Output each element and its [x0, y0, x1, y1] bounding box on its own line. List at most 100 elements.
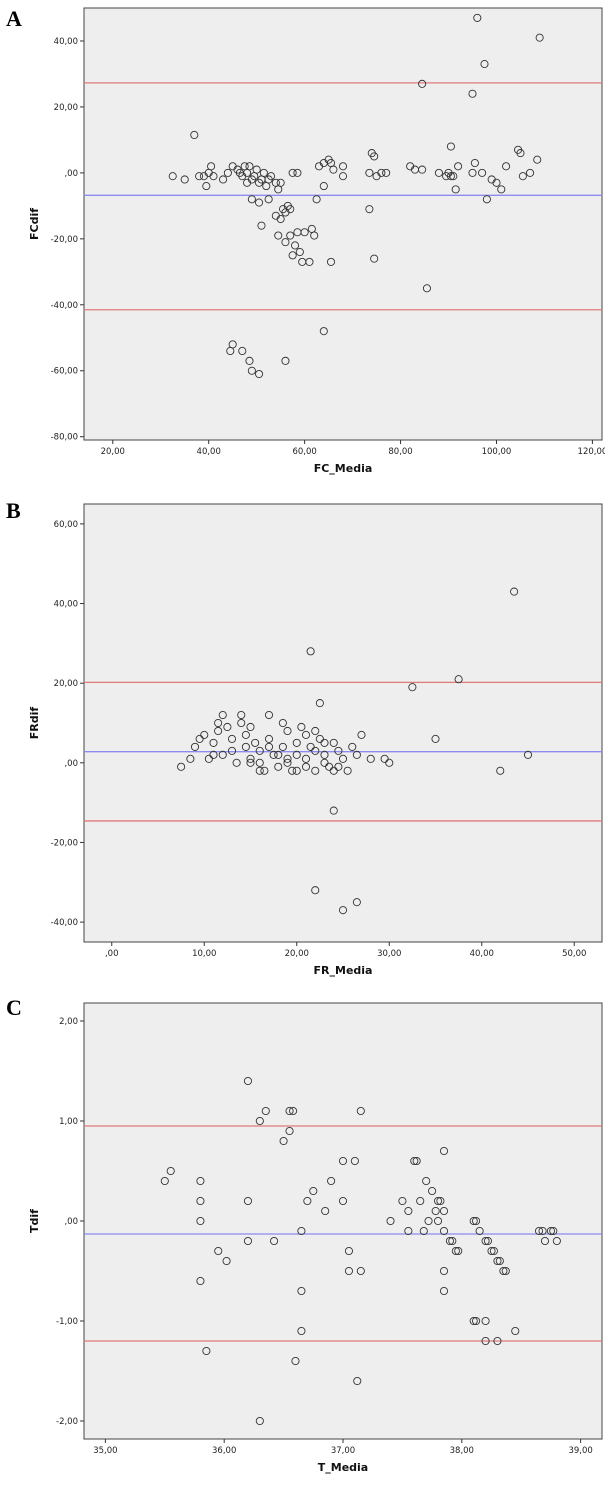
y-tick-label: -40,00	[51, 918, 78, 928]
data-point	[350, 1156, 359, 1166]
data-point	[264, 734, 274, 743]
data-point	[286, 231, 295, 240]
data-point	[496, 766, 505, 775]
x-tick-label: 100,00	[482, 447, 512, 457]
data-point	[311, 766, 320, 775]
data-point	[356, 1266, 365, 1276]
data-point	[380, 754, 389, 763]
x-tick-label: 50,00	[562, 949, 586, 959]
data-point	[292, 766, 301, 775]
data-point	[377, 168, 386, 177]
y-tick-label: -2,00	[56, 1417, 78, 1427]
data-point	[241, 742, 250, 751]
data-point	[276, 178, 285, 187]
data-point	[320, 738, 329, 747]
data-point	[209, 738, 218, 747]
data-point	[283, 758, 292, 767]
data-point	[264, 742, 274, 751]
y-tick-label: 1,00	[59, 1117, 78, 1127]
data-point	[301, 762, 311, 771]
data-point	[251, 738, 260, 747]
data-point	[549, 1226, 558, 1236]
data-point	[469, 1316, 478, 1326]
data-point	[196, 1216, 205, 1226]
data-point	[385, 758, 394, 767]
data-point	[257, 221, 266, 230]
data-point	[356, 1106, 365, 1116]
data-point	[424, 1216, 433, 1226]
data-point	[526, 168, 535, 177]
panel-b: B ,00 10,00 20,00 30,00 40,00 50,00 60,00 40,00…	[0, 492, 605, 989]
data-point	[288, 251, 297, 260]
data-point	[320, 758, 329, 767]
x-tick-label: 10,00	[192, 949, 216, 959]
data-point	[290, 241, 300, 250]
data-point	[293, 168, 302, 177]
data-point	[404, 1226, 413, 1236]
data-point	[243, 1236, 253, 1246]
data-point	[202, 182, 211, 191]
data-point	[243, 1076, 253, 1086]
data-point	[285, 1106, 294, 1116]
y-tick-label: 40,00	[54, 37, 78, 47]
panel-label: C	[6, 995, 22, 1020]
data-point	[315, 699, 324, 708]
data-point	[439, 1226, 449, 1236]
data-point	[292, 738, 301, 747]
data-point	[315, 734, 324, 743]
x-tick-label: 20,00	[285, 949, 309, 959]
x-tick-label: 30,00	[377, 949, 401, 959]
data-point	[295, 247, 304, 257]
data-point	[255, 198, 264, 207]
data-point	[344, 1266, 353, 1276]
data-point	[303, 1196, 312, 1206]
data-point	[255, 766, 264, 775]
data-point	[338, 906, 348, 915]
data-point	[286, 205, 295, 214]
data-point	[329, 806, 338, 815]
data-point	[196, 1176, 205, 1186]
x-tick-label: 36,00	[212, 1446, 236, 1456]
data-point	[469, 1216, 478, 1226]
y-tick-label: 20,00	[54, 679, 78, 689]
data-point	[436, 1196, 445, 1206]
plot-area	[83, 1002, 603, 1440]
data-point	[204, 754, 213, 763]
data-point	[451, 185, 460, 194]
data-point	[238, 346, 247, 356]
data-point	[516, 149, 525, 158]
data-point	[478, 168, 487, 177]
data-point	[326, 257, 336, 266]
data-point	[261, 1106, 270, 1116]
y-tick-label: -20,00	[51, 235, 78, 245]
data-point	[412, 1156, 421, 1166]
data-point	[454, 1246, 463, 1256]
data-point	[501, 1266, 510, 1276]
data-point	[348, 742, 357, 751]
data-point	[434, 168, 443, 177]
data-point	[534, 1226, 544, 1236]
data-point	[382, 168, 391, 177]
x-tick-label: 40,00	[470, 949, 494, 959]
data-point	[255, 746, 264, 755]
data-point	[473, 13, 482, 22]
data-point	[214, 1246, 223, 1256]
data-point	[398, 1196, 407, 1206]
data-point	[274, 762, 283, 771]
data-point	[292, 750, 301, 759]
data-point	[278, 718, 287, 728]
data-point	[454, 162, 463, 171]
data-point	[223, 168, 232, 177]
data-point	[433, 1196, 443, 1206]
data-point	[418, 79, 427, 88]
data-point	[291, 1356, 300, 1366]
y-tick-label: ,00	[64, 759, 78, 769]
data-point	[274, 231, 283, 240]
data-point	[319, 182, 328, 191]
data-point	[310, 231, 319, 240]
data-point	[329, 766, 338, 775]
data-point	[357, 730, 366, 739]
data-point	[366, 754, 375, 763]
data-point	[386, 1216, 395, 1226]
data-point	[370, 254, 379, 263]
